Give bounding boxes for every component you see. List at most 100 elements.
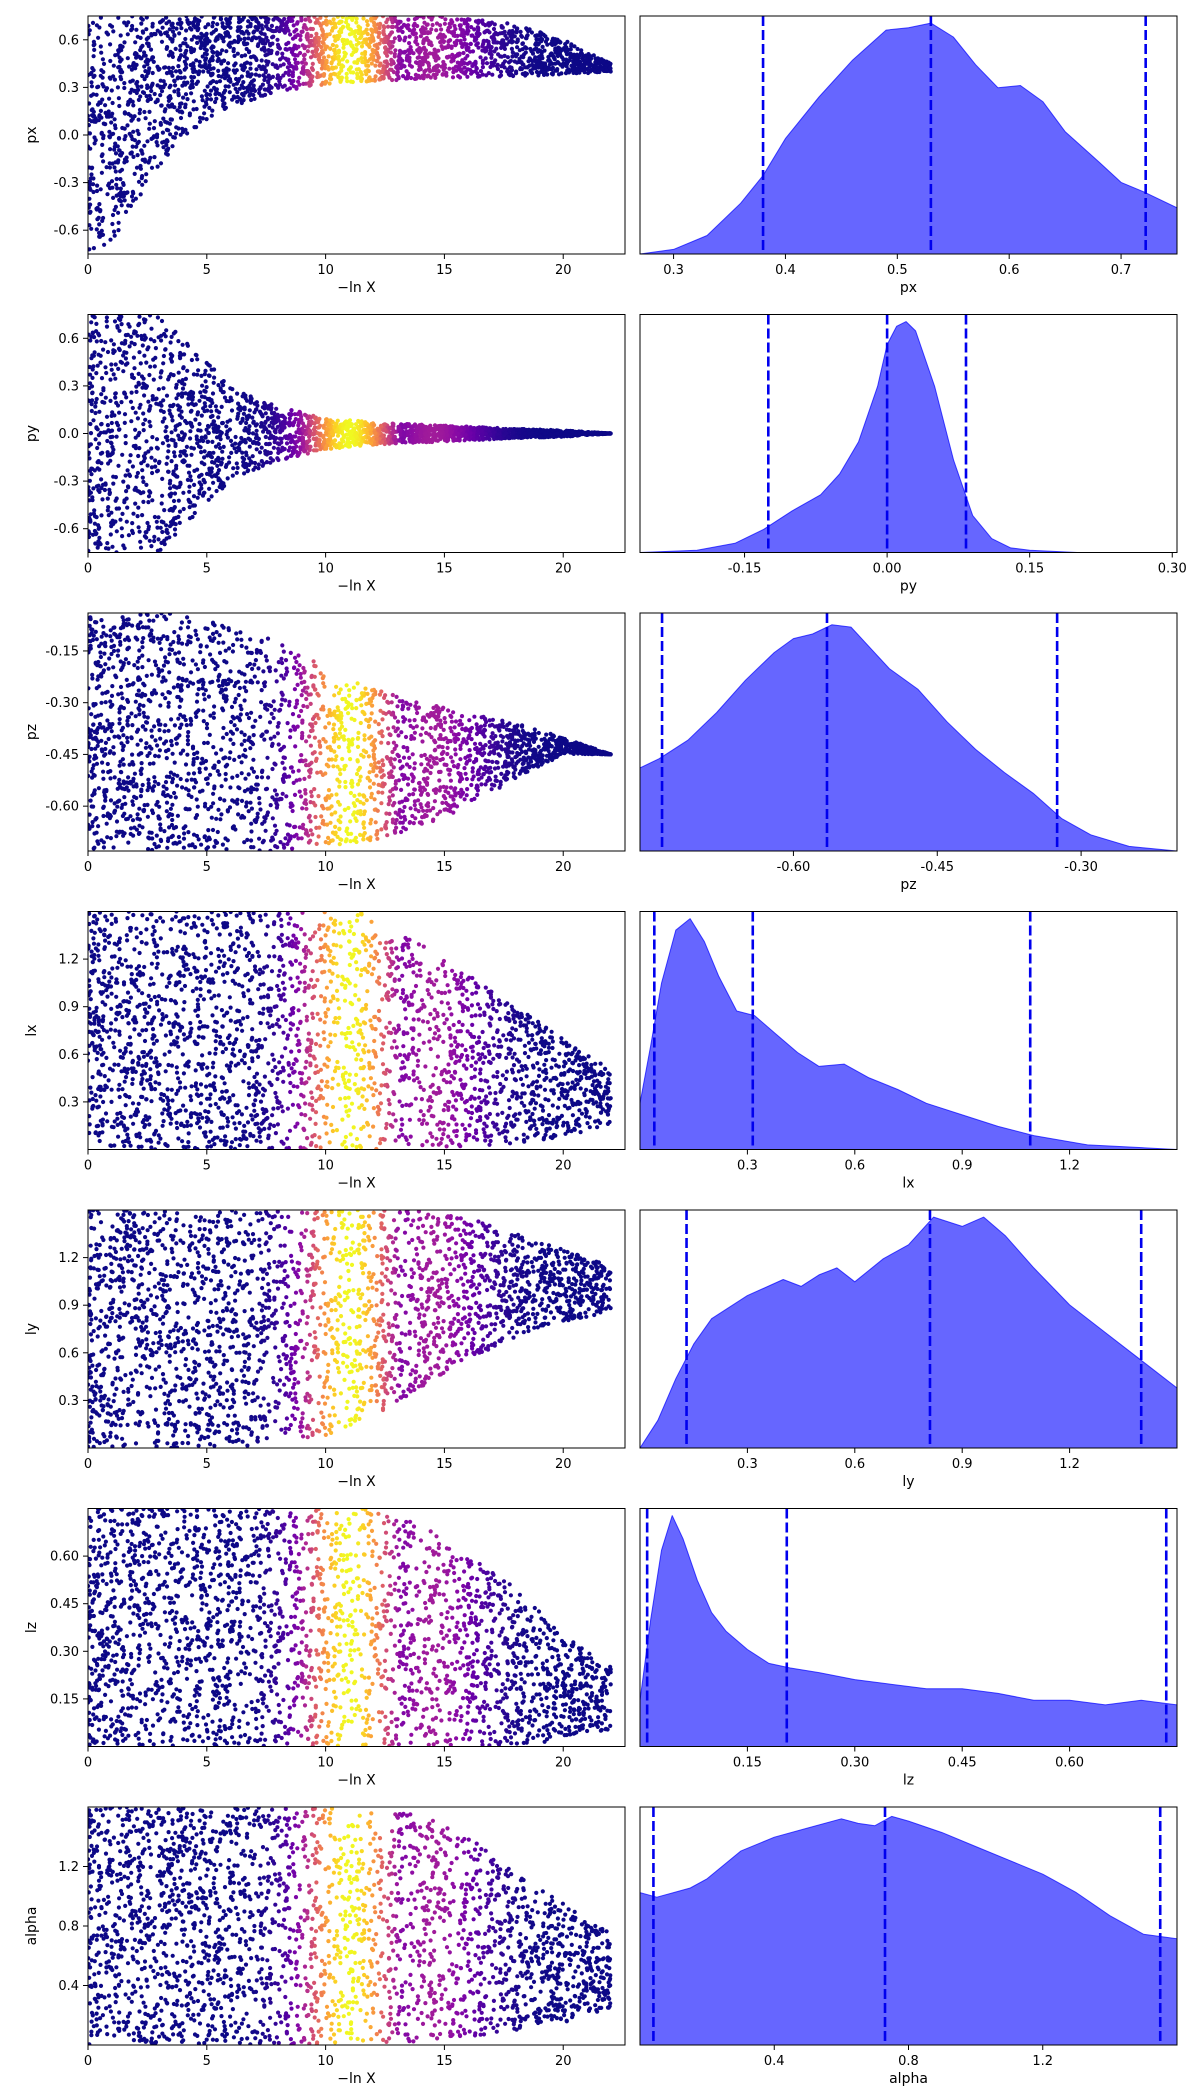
sample-point <box>344 41 350 46</box>
sample-point <box>92 141 97 146</box>
sample-point <box>291 46 296 51</box>
sample-point <box>142 143 147 148</box>
sample-point <box>103 103 108 108</box>
sample-point <box>211 380 216 385</box>
sample-point <box>280 51 285 56</box>
sample-point <box>599 58 604 64</box>
sample-point <box>365 59 370 64</box>
sample-point <box>131 154 136 159</box>
sample-point <box>363 69 368 74</box>
sample-point <box>458 38 463 44</box>
sample-point <box>178 132 183 137</box>
sample-point <box>146 160 151 165</box>
sample-point <box>93 437 98 442</box>
sample-point <box>307 438 312 443</box>
sample-point <box>455 17 460 22</box>
sample-point <box>201 406 206 411</box>
sample-point <box>210 108 215 113</box>
sample-point <box>205 439 210 444</box>
sample-point <box>97 409 102 414</box>
sample-point <box>267 423 272 428</box>
sample-point <box>275 424 280 429</box>
sample-point <box>534 427 539 433</box>
sample-point <box>547 58 552 63</box>
sample-point <box>490 72 495 77</box>
sample-point <box>494 63 499 69</box>
sample-point <box>274 25 280 30</box>
sample-point <box>320 60 325 65</box>
sample-point <box>97 113 102 118</box>
sample-point <box>310 49 315 55</box>
sample-point <box>297 431 302 436</box>
sample-point <box>422 55 427 60</box>
sample-point <box>451 70 456 75</box>
sample-point <box>460 29 465 35</box>
sample-point <box>172 527 178 532</box>
sample-point <box>94 531 99 536</box>
sample-point <box>468 431 473 436</box>
sample-point <box>260 26 265 31</box>
sample-point <box>140 385 145 390</box>
sample-point <box>328 72 333 77</box>
sample-point <box>179 409 184 414</box>
sample-point <box>261 73 266 78</box>
sample-point <box>407 41 412 46</box>
sample-point <box>433 72 438 77</box>
sample-point <box>190 66 195 71</box>
sample-point <box>300 29 305 34</box>
sample-point <box>158 375 163 380</box>
sample-point <box>159 318 165 324</box>
sample-point <box>437 33 442 38</box>
sample-point <box>523 50 528 55</box>
sample-point <box>216 415 221 420</box>
sample-point <box>519 34 525 39</box>
sample-point <box>118 153 123 158</box>
sample-point <box>253 465 258 470</box>
sample-point <box>318 423 323 428</box>
sample-point <box>462 41 467 46</box>
sample-point <box>226 24 231 29</box>
sample-point <box>160 18 165 23</box>
sample-point <box>369 61 374 66</box>
sample-point <box>432 47 437 52</box>
sample-point <box>117 427 122 432</box>
sample-point <box>210 400 215 405</box>
sample-point <box>480 58 485 63</box>
sample-point <box>88 179 92 184</box>
sample-point <box>97 222 102 227</box>
sample-point <box>240 416 245 421</box>
sample-point <box>100 75 105 80</box>
sample-point <box>110 212 116 218</box>
sample-point <box>107 165 112 170</box>
sample-point <box>170 144 175 149</box>
posterior-density-area <box>640 22 1177 254</box>
sample-point <box>424 37 429 42</box>
sample-point <box>186 470 192 475</box>
sample-point <box>142 320 147 325</box>
sample-point <box>489 55 494 60</box>
sample-point <box>111 29 116 34</box>
sample-point <box>484 73 489 78</box>
sample-point <box>162 416 167 421</box>
sample-point <box>448 38 453 43</box>
sample-point <box>271 445 276 450</box>
sample-point <box>187 516 192 521</box>
sample-point <box>203 379 208 384</box>
sample-point <box>118 186 123 191</box>
sample-point <box>353 34 358 39</box>
sample-point <box>357 419 362 425</box>
sample-point <box>161 386 166 391</box>
sample-point <box>135 34 140 39</box>
sample-point <box>298 50 303 56</box>
sample-point <box>310 61 315 66</box>
sample-point <box>407 34 412 39</box>
sample-point <box>170 508 175 513</box>
sample-point <box>135 128 140 133</box>
sample-point <box>199 435 204 440</box>
sample-point <box>133 446 138 451</box>
sample-point <box>88 101 92 106</box>
sample-point <box>418 16 423 19</box>
sample-point <box>179 75 184 80</box>
sample-point <box>370 47 375 53</box>
sample-point <box>499 45 504 51</box>
